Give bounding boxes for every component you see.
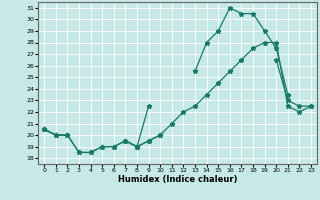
X-axis label: Humidex (Indice chaleur): Humidex (Indice chaleur) — [118, 175, 237, 184]
